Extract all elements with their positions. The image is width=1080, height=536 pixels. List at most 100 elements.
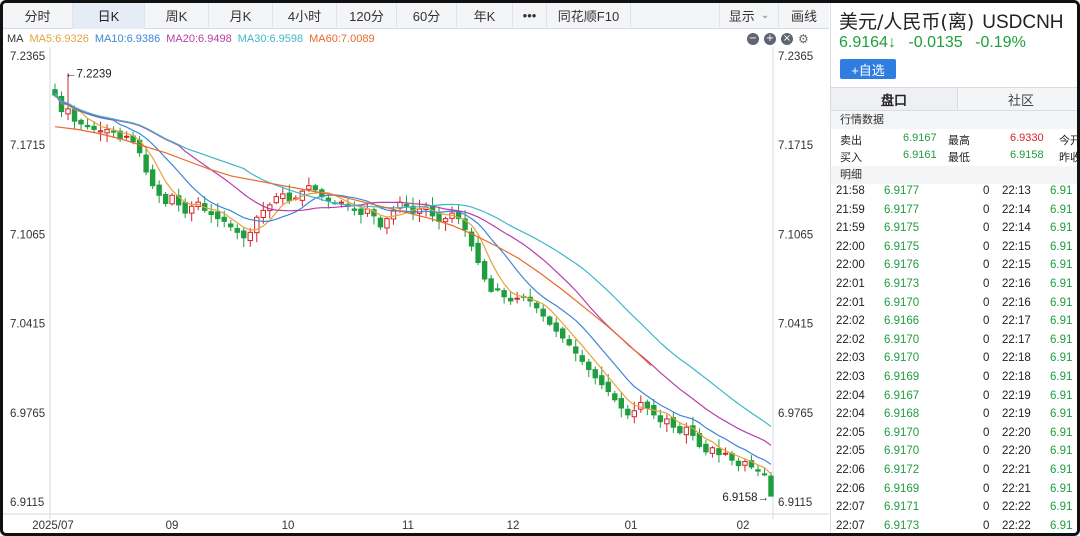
tab-community[interactable]: 社区 bbox=[957, 88, 1077, 110]
tick-time: 22:19 bbox=[1002, 389, 1031, 402]
candle-body bbox=[234, 227, 240, 233]
candle-body bbox=[546, 316, 553, 325]
candle-body bbox=[162, 193, 169, 205]
candle-body bbox=[507, 297, 514, 302]
tab-monthly-k[interactable]: 月K bbox=[209, 3, 273, 29]
tick-price: 6.91 bbox=[1050, 296, 1073, 309]
high-annotation: ←7.2239 bbox=[65, 68, 112, 80]
tick-list[interactable]: 21:58 6.9177 0 22:13 6.91 21:59 6.9177 0 22:14 6.… bbox=[831, 184, 1077, 533]
candle-body bbox=[494, 288, 501, 291]
tick-row: 22:01 6.9173 0 22:16 6.91 bbox=[831, 278, 1077, 297]
tick-price: 6.9170 bbox=[884, 296, 920, 309]
candle-body bbox=[325, 197, 332, 202]
candle-body bbox=[664, 418, 670, 425]
tab-order-book[interactable]: 盘口 bbox=[831, 88, 957, 110]
candle-body bbox=[280, 193, 286, 200]
candle-body bbox=[149, 169, 156, 187]
quote-data: 卖出 6.9167 最高 6.9330 今开 买入 6.9161 最低 6.91… bbox=[831, 131, 1077, 167]
candle-body bbox=[436, 212, 442, 222]
tick-price: 6.91 bbox=[1050, 389, 1073, 402]
x-tick-label: 02 bbox=[737, 520, 750, 532]
tick-volume: 0 bbox=[983, 426, 990, 439]
tick-volume: 0 bbox=[983, 278, 990, 290]
draw-line-button[interactable]: 画线 bbox=[790, 9, 817, 24]
tick-row: 22:02 6.9166 0 22:17 6.91 bbox=[831, 315, 1077, 334]
low-value: 6.9158 bbox=[1010, 149, 1044, 161]
tick-time: 22:21 bbox=[1002, 464, 1031, 476]
instrument-title: 美元/人民币(离) USDCNH bbox=[839, 7, 1064, 34]
minus-icon[interactable]: − bbox=[747, 33, 759, 45]
display-dropdown[interactable]: 显示 ⌄ bbox=[719, 3, 779, 29]
tick-price: 6.91 bbox=[1050, 426, 1073, 439]
candle-body bbox=[605, 381, 611, 393]
x-tick-label: 2025/07 bbox=[32, 520, 74, 532]
candle-body bbox=[182, 201, 188, 214]
tab-yearly-k[interactable]: 年K bbox=[457, 3, 513, 29]
y-tick-label-left: 7.2365 bbox=[10, 51, 45, 63]
ma-legend: MA MA5:6.9326 MA10:6.9386 MA20:6.9498 MA… bbox=[7, 31, 381, 47]
candlestick-chart[interactable]: 7.2365 7.2365 7.1715 7.1715 7.1065 7.1065 7.04… bbox=[3, 47, 829, 536]
y-tick-label-left: 6.9765 bbox=[10, 408, 45, 420]
y-tick-label-right: 7.1065 bbox=[778, 229, 813, 241]
f10-button[interactable]: 同花顺F10 bbox=[547, 3, 631, 29]
tab-60min[interactable]: 60分 bbox=[397, 3, 457, 29]
candle-body bbox=[188, 205, 195, 214]
tick-volume: 0 bbox=[983, 408, 990, 421]
tick-volume: 0 bbox=[983, 240, 990, 253]
tab-daily-k[interactable]: 日K bbox=[73, 3, 145, 29]
tick-time: 22:01 bbox=[836, 296, 865, 309]
tick-time: 22:05 bbox=[836, 445, 865, 458]
tick-volume: 0 bbox=[983, 389, 990, 402]
tick-row: 22:04 6.9168 0 22:19 6.91 bbox=[831, 408, 1077, 427]
tick-volume: 0 bbox=[983, 371, 990, 383]
candle-body bbox=[215, 211, 221, 220]
tick-time: 22:02 bbox=[836, 333, 865, 346]
ma5-line bbox=[54, 94, 772, 475]
low-annotation: 6.9158→ bbox=[722, 492, 769, 504]
price-line: 6.9164↓ -0.0135 -0.19% bbox=[839, 34, 1034, 52]
tab-weekly-k[interactable]: 周K bbox=[145, 3, 209, 29]
tab-4hour[interactable]: 4小时 bbox=[273, 3, 337, 29]
y-tick-label-right: 7.2365 bbox=[778, 51, 813, 63]
tick-row: 21:59 6.9177 0 22:14 6.91 bbox=[831, 204, 1077, 223]
instrument-name: 美元/人民币(离) bbox=[839, 11, 975, 33]
candle-body bbox=[566, 339, 572, 346]
tick-price: 6.9170 bbox=[884, 352, 920, 365]
candle-body bbox=[110, 130, 117, 133]
candle-body bbox=[104, 128, 110, 134]
candle-body bbox=[442, 218, 449, 223]
tick-time: 22:05 bbox=[836, 426, 865, 439]
candle-body bbox=[573, 346, 579, 354]
ma30-line bbox=[54, 92, 772, 427]
candle-body bbox=[560, 328, 566, 339]
indicator-controls: − + × ⚙ bbox=[747, 31, 809, 47]
tick-price: 6.91 bbox=[1050, 222, 1073, 235]
y-tick-label-right: 6.9765 bbox=[778, 408, 813, 420]
tab-120min[interactable]: 120分 bbox=[337, 3, 397, 29]
more-periods-button[interactable]: ••• bbox=[513, 3, 547, 29]
candle-body bbox=[241, 230, 247, 239]
tick-price: 6.91 bbox=[1050, 445, 1073, 458]
tick-row: 22:06 6.9172 0 22:21 6.91 bbox=[831, 464, 1077, 483]
tick-volume: 0 bbox=[983, 259, 990, 272]
ma60-value: MA60:7.0089 bbox=[309, 33, 375, 45]
tick-time: 22:00 bbox=[836, 240, 865, 253]
candle-body bbox=[123, 135, 130, 138]
candle-body bbox=[488, 278, 494, 292]
tick-price: 6.9173 bbox=[884, 278, 920, 290]
tick-price: 6.91 bbox=[1050, 333, 1073, 346]
candle-body bbox=[403, 203, 410, 207]
add-to-watchlist-button[interactable]: +自选 bbox=[840, 59, 896, 79]
plus-icon[interactable]: + bbox=[764, 33, 776, 45]
tick-time: 22:14 bbox=[1002, 222, 1031, 235]
tick-volume: 0 bbox=[983, 519, 990, 532]
sell-label: 卖出 bbox=[840, 135, 862, 147]
tick-volume: 0 bbox=[983, 296, 990, 309]
tab-intraday[interactable]: 分时 bbox=[3, 3, 73, 29]
tick-volume: 0 bbox=[983, 464, 990, 476]
tick-price: 6.9175 bbox=[884, 240, 920, 253]
close-icon[interactable]: × bbox=[781, 33, 793, 45]
candle-body bbox=[91, 125, 97, 130]
gear-icon[interactable]: ⚙ bbox=[798, 32, 809, 46]
candle-body bbox=[768, 475, 774, 497]
